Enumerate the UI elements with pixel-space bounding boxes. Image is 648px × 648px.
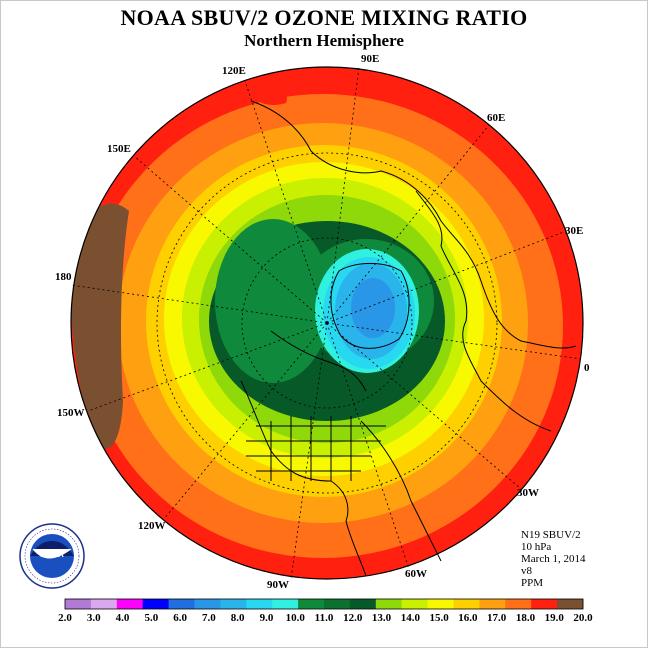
colorbar-ticks: 2.0 3.0 4.0 5.0 6.0 7.0 8.0 9.0 10.0 11.0 12.0 13.0… <box>58 612 593 624</box>
logo-bird <box>32 548 72 559</box>
colorbar-tick-label: 6.0 <box>173 612 187 624</box>
band-7 <box>351 278 395 338</box>
lon-label-120w: 120W <box>138 520 166 532</box>
colorbar-tick-label: 16.0 <box>458 612 478 624</box>
colorbar-swatch <box>427 599 454 609</box>
map-title: NOAA SBUV/2 OZONE MIXING RATIO <box>120 5 528 30</box>
coastlines <box>240 100 577 577</box>
graticule <box>70 66 582 580</box>
colorbar-tick-label: 12.0 <box>343 612 363 624</box>
colorbar-swatch <box>324 599 351 609</box>
lon-label-180: 180 <box>55 271 72 283</box>
colorbar-tick-label: 18.0 <box>516 612 536 624</box>
info-version: v8 <box>521 565 532 577</box>
colorbar-tick-label: 10.0 <box>286 612 306 624</box>
lon-label-30w: 30W <box>517 487 539 499</box>
lon-label-150e: 150E <box>107 143 131 155</box>
colorbar-tick-label: 9.0 <box>260 612 274 624</box>
colorbar-swatch <box>142 599 169 609</box>
colorbar-swatch <box>272 599 299 609</box>
colorbar-tick-label: 11.0 <box>315 612 334 624</box>
info-units: PPM <box>521 577 544 589</box>
lon-label-90e: 90E <box>361 53 379 65</box>
lon-label-150w: 150W <box>57 407 85 419</box>
colorbar-swatch <box>90 599 118 609</box>
colorbar-frame <box>64 598 584 610</box>
map-boundary <box>70 66 584 580</box>
colorbar-tick-label: 3.0 <box>87 612 101 624</box>
lon-label-60e: 60E <box>487 112 505 124</box>
band-20 <box>71 203 129 449</box>
lon-label-0: 0 <box>584 362 590 374</box>
band-11 <box>215 219 331 383</box>
colorbar-tick-label: 15.0 <box>429 612 449 624</box>
colorbar-tick-label: 7.0 <box>202 612 216 624</box>
map-subtitle: Northern Hemisphere <box>244 31 404 50</box>
colorbar-swatch <box>298 599 325 609</box>
info-level: 10 hPa <box>521 541 552 553</box>
colorbar-swatch <box>401 599 428 609</box>
info-block: N19 SBUV/2 10 hPa March 1, 2014 v8 PPM <box>521 529 585 589</box>
colorbar-swatch <box>116 599 144 609</box>
colorbar-swatch <box>375 599 403 609</box>
info-date: March 1, 2014 <box>521 553 586 565</box>
colorbar-swatch <box>557 599 584 609</box>
colorbar-tick-label: 8.0 <box>231 612 245 624</box>
colorbar-tick-label: 13.0 <box>372 612 392 624</box>
colorbar-swatch <box>246 599 273 609</box>
info-satellite: N19 SBUV/2 <box>521 529 581 541</box>
colorbar-tick-label: 20.0 <box>573 612 593 624</box>
colorbar-swatch <box>194 599 221 609</box>
logo-text: NOAA <box>40 550 64 559</box>
colorbar-tick-label: 2.0 <box>58 612 72 624</box>
colorbar-swatch <box>479 599 506 609</box>
colorbar-swatch <box>220 599 247 609</box>
lon-label-120e: 120E <box>222 65 246 77</box>
lon-label-90w: 90W <box>267 579 289 591</box>
noaa-logo: NOAA <box>19 523 85 589</box>
longitude-labels: 90E 60E 30E 0 30W 60W 90W 120W 150W 180 … <box>55 53 590 591</box>
lon-label-30e: 30E <box>565 225 583 237</box>
colorbar-swatch <box>65 599 92 609</box>
colorbar-swatch <box>453 599 480 609</box>
colorbar-swatch <box>168 599 195 609</box>
colorbar-swatches <box>64 598 584 610</box>
colorbar-tick-label: 14.0 <box>401 612 421 624</box>
colorbar-tick-label: 19.0 <box>545 612 565 624</box>
colorbar-tick-label: 17.0 <box>487 612 507 624</box>
colorbar-swatch <box>531 599 558 609</box>
band-19-patch <box>250 80 287 105</box>
colorbar-tick-label: 4.0 <box>116 612 130 624</box>
colorbar-swatch <box>505 599 532 609</box>
colorbar-tick-label: 5.0 <box>144 612 158 624</box>
lon-label-60w: 60W <box>405 568 427 580</box>
colorbar-swatch <box>349 599 377 609</box>
